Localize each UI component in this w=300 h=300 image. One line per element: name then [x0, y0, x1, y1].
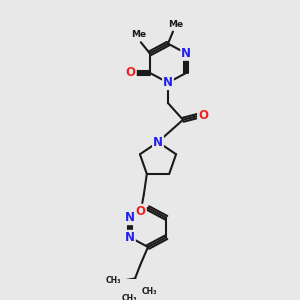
Text: N: N — [153, 136, 163, 148]
Text: Me: Me — [131, 30, 146, 39]
Text: O: O — [136, 205, 146, 218]
Text: CH₃: CH₃ — [105, 276, 121, 285]
Text: N: N — [181, 47, 191, 60]
Text: CH₃: CH₃ — [141, 287, 157, 296]
Text: Me: Me — [168, 20, 184, 28]
Text: O: O — [126, 66, 136, 80]
Text: O: O — [198, 109, 208, 122]
Text: N: N — [163, 76, 173, 89]
Text: N: N — [125, 211, 135, 224]
Text: N: N — [125, 231, 135, 244]
Text: CH₃: CH₃ — [121, 295, 137, 300]
